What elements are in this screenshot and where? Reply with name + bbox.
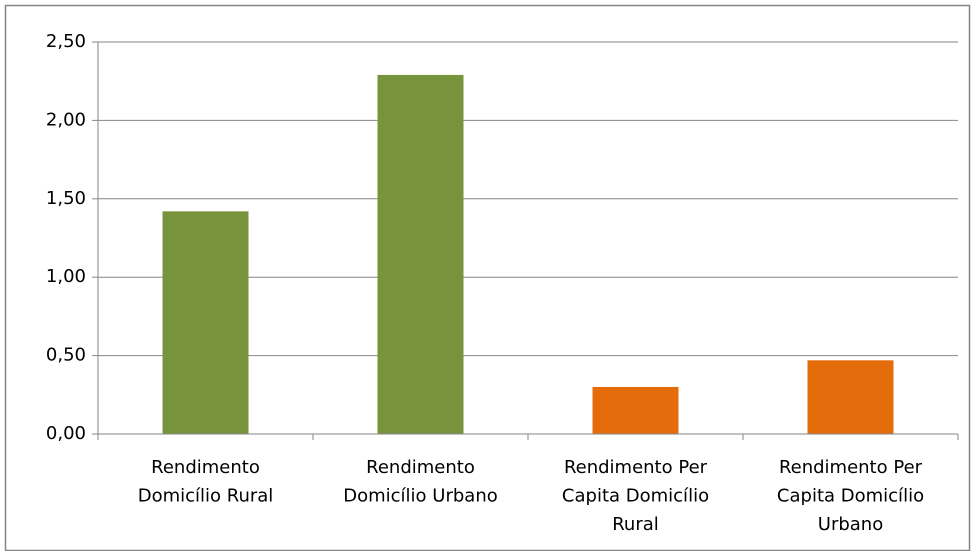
bar [807,360,894,434]
x-tick-label: Rendimento Per [779,457,923,478]
x-tick-label: Capita Domicílio [777,486,924,507]
x-tick-label: Domicílio Rural [138,486,274,507]
y-tick-label: 2,00 [46,109,86,130]
x-tick-label: Rendimento [151,457,260,478]
x-tick-label: Rural [612,514,659,535]
x-tick-label: Urbano [818,514,883,535]
bar [377,74,464,434]
x-tick-label: Rendimento Per [564,457,708,478]
y-tick-label: 1,00 [46,266,86,287]
x-tick-label: Domicílio Urbano [343,486,498,507]
x-tick-label: Rendimento [366,457,475,478]
y-tick-label: 1,50 [46,188,86,209]
y-tick-label: 2,50 [46,31,86,52]
bar [592,386,679,434]
x-tick-label: Capita Domicílio [562,486,709,507]
bar [162,211,249,434]
y-tick-label: 0,00 [46,423,86,444]
y-tick-label: 0,50 [46,345,86,366]
